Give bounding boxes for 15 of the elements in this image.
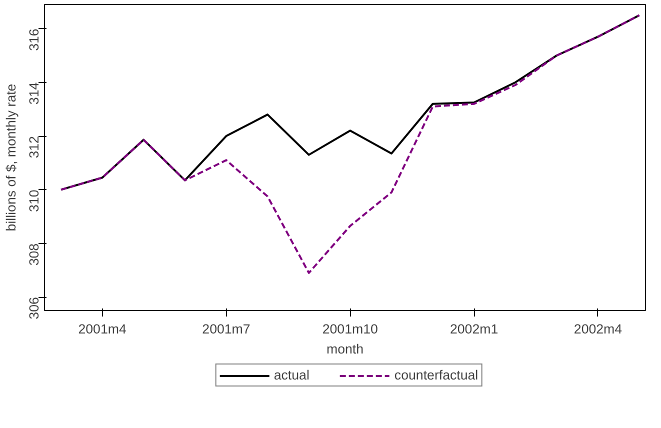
legend-label: actual [274,368,310,382]
x-tick-label: 2001m7 [202,322,250,336]
y-tick-label: 316 [26,28,42,51]
y-tick-label: 310 [26,190,42,212]
x-axis-title: month [326,342,364,356]
y-axis-title: billions of $, monthly rate [4,84,18,232]
x-tick-label: 2001m4 [78,322,127,336]
legend-label: counterfactual [394,368,478,382]
y-tick-label: 306 [26,297,42,320]
x-tick-label: 2002m1 [450,322,498,336]
y-tick-label: 312 [26,136,42,158]
x-tick-label: 2002m4 [574,322,623,336]
y-tick-label: 314 [26,82,42,105]
y-tick-label: 308 [26,243,42,266]
x-tick-label: 2001m10 [322,322,378,336]
